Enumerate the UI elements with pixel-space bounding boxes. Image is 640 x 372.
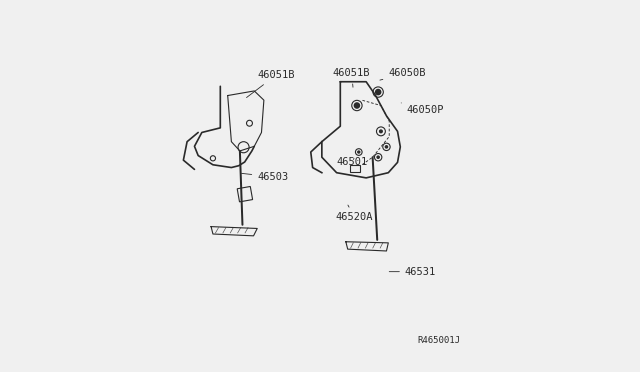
- Bar: [237, 186, 253, 202]
- Circle shape: [358, 151, 360, 153]
- Circle shape: [355, 103, 360, 108]
- Text: 46051B: 46051B: [246, 70, 295, 97]
- Text: 46050B: 46050B: [380, 68, 426, 80]
- Circle shape: [385, 146, 388, 148]
- Circle shape: [377, 156, 380, 158]
- Text: 46050P: 46050P: [401, 103, 444, 115]
- Text: 46501: 46501: [337, 157, 368, 167]
- Circle shape: [380, 130, 382, 133]
- Text: 46051B: 46051B: [333, 68, 371, 87]
- Text: 46520A: 46520A: [336, 205, 373, 222]
- Text: 46531: 46531: [389, 267, 436, 277]
- Circle shape: [376, 90, 381, 94]
- Text: 46503: 46503: [241, 172, 289, 182]
- Bar: [351, 165, 360, 172]
- Text: R465001J: R465001J: [417, 336, 460, 345]
